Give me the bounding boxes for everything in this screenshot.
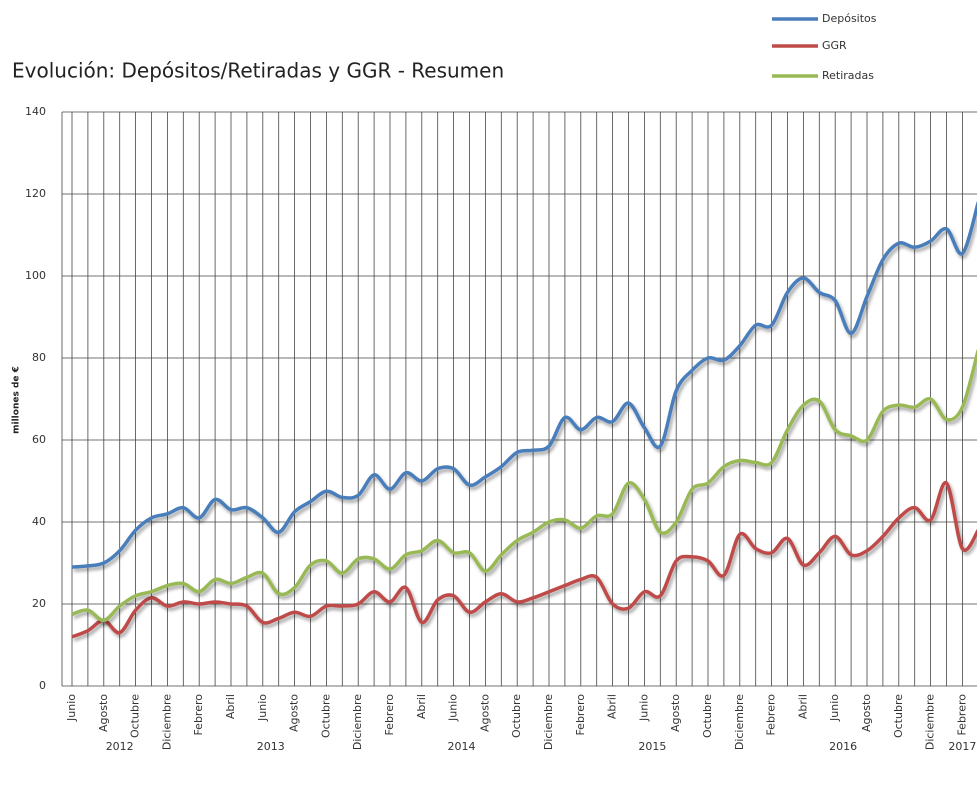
x-tick-label: Abril — [796, 694, 809, 719]
x-tick-label: Octubre — [701, 694, 714, 738]
x-tick-label: Agosto — [478, 694, 491, 732]
x-tick-label: Abril — [224, 694, 237, 719]
x-tick-label: Agosto — [288, 694, 301, 732]
x-tick-label: Febrero — [765, 694, 778, 736]
x-tick-label: Diciembre — [160, 694, 173, 750]
y-tick-label: 140 — [25, 105, 46, 118]
y-tick-label: 40 — [32, 515, 46, 528]
y-tick-label: 100 — [25, 269, 46, 282]
x-tick-label: Febrero — [192, 694, 205, 736]
x-tick-label: Diciembre — [733, 694, 746, 750]
y-tick-label: 0 — [39, 679, 46, 692]
x-tick-label: Junio — [256, 694, 269, 722]
year-label: 2017 — [948, 740, 976, 753]
x-tick-label: Octubre — [892, 694, 905, 738]
legend-label: GGR — [822, 39, 847, 52]
x-tick-label: Abril — [606, 694, 619, 719]
x-tick-label: Agosto — [97, 694, 110, 732]
x-tick-label: Junio — [65, 694, 78, 722]
x-tick-label: Octubre — [319, 694, 332, 738]
x-tick-label: Junio — [447, 694, 460, 722]
year-label: 2012 — [106, 740, 134, 753]
y-tick-label: 80 — [32, 351, 46, 364]
x-tick-label: Octubre — [129, 694, 142, 738]
y-axis-label: millones de € — [12, 366, 22, 434]
x-tick-label: Abril — [415, 694, 428, 719]
x-tick-label: Agosto — [669, 694, 682, 732]
y-tick-label: 60 — [32, 433, 46, 446]
year-label: 2016 — [829, 740, 857, 753]
series-line — [71, 481, 977, 639]
chart-title: Evolución: Depósitos/Retiradas y GGR - R… — [12, 59, 504, 83]
x-tick-label: Junio — [828, 694, 841, 722]
year-label: 2015 — [638, 740, 666, 753]
x-tick-label: Febrero — [383, 694, 396, 736]
x-tick-label: Diciembre — [924, 694, 937, 750]
series-line — [71, 349, 977, 623]
x-tick-label: Diciembre — [351, 694, 364, 750]
x-tick-label: Febrero — [574, 694, 587, 736]
x-tick-label: Diciembre — [542, 694, 555, 750]
y-tick-label: 20 — [32, 597, 46, 610]
x-tick-label: Agosto — [860, 694, 873, 732]
x-tick-label: Febrero — [955, 694, 968, 736]
x-tick-label: Junio — [637, 694, 650, 722]
year-label: 2014 — [448, 740, 476, 753]
legend-label: Depósitos — [822, 12, 877, 25]
year-label: 2013 — [257, 740, 285, 753]
x-tick-label: Octubre — [510, 694, 523, 738]
series-line — [71, 201, 977, 569]
legend-label: Retiradas — [822, 69, 874, 82]
y-tick-label: 120 — [25, 187, 46, 200]
